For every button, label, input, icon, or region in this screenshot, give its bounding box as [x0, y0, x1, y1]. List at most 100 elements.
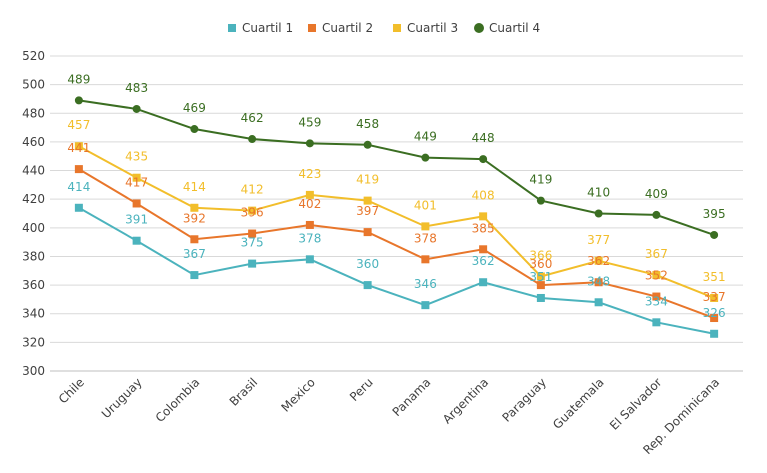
x-tick-label-paraguay: Paraguay	[499, 375, 549, 425]
data-label-cuartil-1-brasil: 375	[241, 236, 264, 250]
point-cuartil-2-peru	[363, 228, 372, 237]
x-tick-label-argentina: Argentina	[440, 375, 491, 426]
point-cuartil-4-peru	[363, 140, 372, 149]
data-label-cuartil-3-argentina: 408	[472, 188, 495, 202]
y-tick-label-380: 380	[22, 249, 45, 263]
point-cuartil-1-rep-dominicana	[710, 329, 719, 338]
legend-label-cuartil-3: Cuartil 3	[407, 21, 458, 35]
data-label-cuartil-1-mexico: 378	[298, 231, 321, 245]
point-cuartil-2-argentina	[479, 245, 488, 254]
y-tick-label-360: 360	[22, 278, 45, 292]
data-label-cuartil-4-panama: 449	[414, 130, 437, 144]
x-tick-label-peru: Peru	[347, 375, 376, 404]
data-label-cuartil-4-colombia: 469	[183, 101, 206, 115]
data-label-cuartil-4-brasil: 462	[241, 111, 264, 125]
data-label-cuartil-1-rep-dominicana: 326	[703, 306, 726, 320]
point-cuartil-4-el-salvador	[652, 210, 661, 219]
data-label-cuartil-1-uruguay: 391	[125, 213, 148, 227]
data-label-cuartil-1-panama: 346	[414, 277, 437, 291]
point-cuartil-2-el-salvador	[652, 292, 661, 301]
x-tick-label-chile: Chile	[56, 375, 87, 406]
y-axis: 300 320 340 360 380 400 420 440 460 480 500 520	[22, 49, 45, 378]
data-label-cuartil-1-peru: 360	[356, 257, 379, 271]
point-cuartil-2-brasil	[248, 229, 257, 238]
series-line-cuartil-4	[78, 99, 715, 236]
data-label-cuartil-4-paraguay: 419	[529, 173, 552, 187]
x-tick-label-colombia: Colombia	[153, 375, 203, 425]
y-tick-label-460: 460	[22, 135, 45, 149]
x-tick-label-guatemala: Guatemala	[550, 375, 607, 432]
legend-marker-cuartil-1	[228, 24, 236, 32]
point-cuartil-1-el-salvador	[652, 318, 661, 327]
series-line-cuartil-1	[78, 206, 715, 335]
data-label-cuartil-4-el-salvador: 409	[645, 187, 668, 201]
point-cuartil-3-paraguay	[536, 272, 545, 281]
data-label-cuartil-2-rep-dominicana: 337	[703, 290, 726, 304]
data-label-cuartil-4-chile: 489	[67, 72, 90, 86]
data-label-cuartil-3-chile: 457	[67, 118, 90, 132]
point-cuartil-1-peru	[363, 281, 372, 290]
chart-legend: Cuartil 1 Cuartil 2 Cuartil 3 Cuartil 4	[228, 21, 540, 35]
point-cuartil-4-chile	[74, 96, 83, 105]
y-tick-label-340: 340	[22, 307, 45, 321]
data-label-cuartil-2-guatemala: 362	[587, 254, 610, 268]
point-cuartil-4-rep-dominicana	[710, 230, 719, 239]
legend-marker-cuartil-3	[393, 24, 401, 32]
point-cuartil-3-peru	[363, 196, 372, 205]
legend-label-cuartil-4: Cuartil 4	[489, 21, 540, 35]
data-label-cuartil-3-panama: 401	[414, 198, 437, 212]
point-cuartil-3-mexico	[305, 190, 314, 199]
data-label-cuartil-4-mexico: 459	[298, 115, 321, 129]
point-cuartil-3-argentina	[479, 212, 488, 221]
x-tick-label-mexico: Mexico	[278, 375, 318, 415]
point-cuartil-3-guatemala	[594, 256, 603, 265]
data-label-cuartil-2-el-salvador: 352	[645, 269, 668, 283]
x-axis: Chile Uruguay Colombia Brasil Mexico Peru Pana…	[56, 375, 722, 457]
point-cuartil-3-uruguay	[132, 173, 141, 182]
point-cuartil-1-guatemala	[594, 298, 603, 307]
y-tick-label-320: 320	[22, 335, 45, 349]
data-label-cuartil-3-colombia: 414	[183, 180, 206, 194]
point-cuartil-1-uruguay	[132, 236, 141, 245]
y-tick-label-440: 440	[22, 164, 45, 178]
point-cuartil-3-brasil	[248, 206, 257, 215]
x-tick-label-panama: Panama	[390, 375, 434, 419]
point-cuartil-2-colombia	[190, 235, 199, 244]
data-label-cuartil-2-colombia: 392	[183, 211, 206, 225]
legend-marker-cuartil-2	[308, 24, 316, 32]
data-label-cuartil-4-guatemala: 410	[587, 186, 610, 200]
point-cuartil-4-paraguay	[536, 196, 545, 205]
point-cuartil-4-panama	[421, 153, 430, 162]
data-label-cuartil-3-rep-dominicana: 351	[703, 270, 726, 284]
legend-label-cuartil-1: Cuartil 1	[242, 21, 293, 35]
point-cuartil-2-chile	[74, 165, 83, 174]
data-label-cuartil-2-panama: 378	[414, 231, 437, 245]
point-cuartil-2-mexico	[305, 220, 314, 229]
data-label-cuartil-2-peru: 397	[356, 204, 379, 218]
chart-data-labels: 414 391 367 375 378 360 346 362 351 348 334 326 441 4…	[67, 72, 725, 319]
legend-marker-cuartil-4	[474, 23, 484, 33]
data-label-cuartil-2-argentina: 385	[472, 221, 495, 235]
x-tick-label-uruguay: Uruguay	[99, 375, 145, 421]
point-cuartil-2-guatemala	[594, 278, 603, 287]
point-cuartil-1-brasil	[248, 259, 257, 268]
series-line-cuartil-3	[78, 145, 715, 299]
point-cuartil-4-argentina	[479, 155, 488, 164]
data-label-cuartil-3-brasil: 412	[241, 183, 264, 197]
y-tick-label-500: 500	[22, 78, 45, 92]
data-label-cuartil-2-mexico: 402	[298, 197, 321, 211]
point-cuartil-4-brasil	[248, 135, 257, 144]
x-tick-label-el-salvador: El Salvador	[607, 375, 665, 433]
point-cuartil-3-panama	[421, 222, 430, 231]
data-label-cuartil-3-paraguay: 366	[529, 249, 552, 263]
data-label-cuartil-1-el-salvador: 334	[645, 294, 668, 308]
point-cuartil-1-paraguay	[536, 293, 545, 302]
point-cuartil-1-mexico	[305, 255, 314, 264]
point-cuartil-4-guatemala	[594, 209, 603, 218]
point-cuartil-3-colombia	[190, 203, 199, 212]
data-label-cuartil-1-chile: 414	[67, 180, 90, 194]
x-tick-label-brasil: Brasil	[227, 375, 261, 409]
point-cuartil-1-chile	[74, 203, 83, 212]
data-label-cuartil-2-brasil: 396	[241, 206, 264, 220]
